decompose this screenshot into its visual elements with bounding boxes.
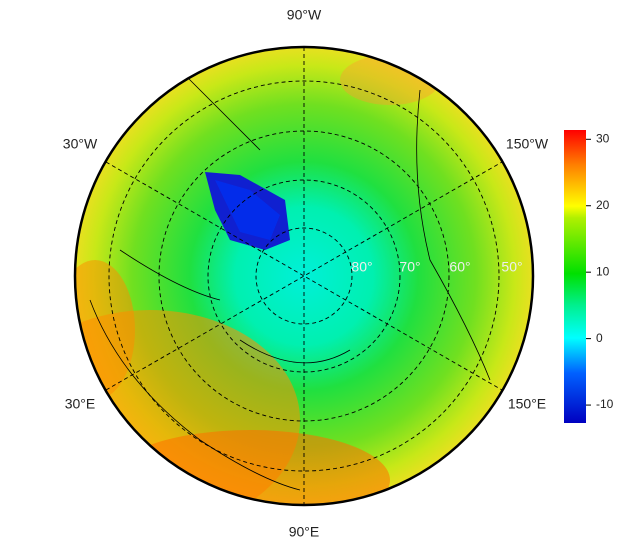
colorbar-ticks: -10 0 10 20 30 [586, 131, 614, 411]
lon-label: 150°W [506, 136, 549, 152]
lat-label: 70° [399, 259, 420, 275]
lon-label: 30°E [65, 396, 96, 412]
colorbar-tick-label: 20 [596, 198, 610, 212]
colorbar-tick-label: 0 [596, 331, 603, 345]
graticule [105, 47, 503, 505]
colorbar [564, 130, 586, 423]
lat-label: 50° [501, 259, 522, 275]
lon-label: 90°W [287, 7, 322, 23]
lon-label: 90°E [289, 524, 320, 540]
colorbar-tick-label: 30 [596, 131, 610, 145]
map-border [73, 45, 535, 507]
colorbar-tick-label: -10 [596, 397, 614, 411]
lon-label: 150°E [508, 396, 546, 412]
map-field [75, 47, 533, 505]
lon-label: 30°W [63, 136, 98, 152]
colorbar-tick-label: 10 [596, 264, 610, 278]
lat-label: 80° [351, 259, 372, 275]
lat-label: 60° [449, 259, 470, 275]
